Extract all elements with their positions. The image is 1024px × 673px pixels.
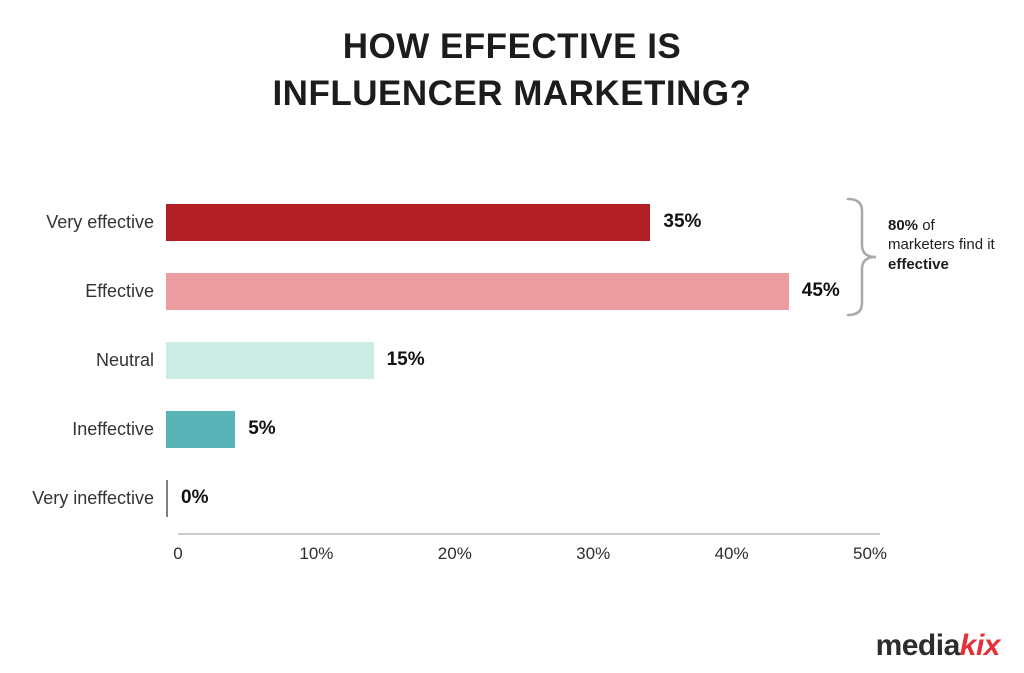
value-label: 0% <box>181 487 209 509</box>
bar-row: Effective 45% <box>0 257 1024 326</box>
logo-kix-text: kix <box>959 629 1001 662</box>
bar-track: 5% <box>166 410 858 448</box>
brace-bracket-icon <box>846 197 877 317</box>
category-label-very-effective: Very effective <box>46 211 154 232</box>
page-title: HOW EFFECTIVE IS INFLUENCER MARKETING? <box>0 24 1024 118</box>
annotation-bold-effective: effective <box>888 255 949 273</box>
bar-track: 0% <box>166 479 858 517</box>
category-label-very-ineffective: Very ineffective <box>32 487 154 508</box>
x-tick-30: 30% <box>576 543 611 563</box>
value-label: 35% <box>663 211 702 233</box>
mediakix-logo: mediakix <box>875 629 1001 663</box>
category-label-effective: Effective <box>85 280 154 301</box>
x-axis-ticks: 0 10% 20% 30% 40% 50% <box>173 535 887 567</box>
annotation-bold-80: 80% <box>888 216 919 234</box>
x-tick-0: 0 <box>173 543 183 563</box>
annotation-text: 80% of marketers find it effective <box>888 216 996 275</box>
bar-effective <box>166 272 789 310</box>
x-tick-20: 20% <box>437 543 472 563</box>
bar-row: Very effective 35% <box>0 188 1024 257</box>
x-axis-line <box>178 532 880 535</box>
bar-very-ineffective <box>166 479 168 517</box>
annotation-middle: of marketers find it <box>888 216 995 254</box>
bar-ineffective <box>166 410 236 448</box>
title-line-1: HOW EFFECTIVE IS <box>342 27 682 66</box>
bar-chart: Very effective 35% Effective 45% Neutral… <box>0 188 1024 608</box>
bar-row: Neutral 15% <box>0 326 1024 395</box>
x-axis: 0 10% 20% 30% 40% 50% <box>173 532 888 567</box>
bar-very-effective <box>166 203 651 241</box>
title-line-2: INFLUENCER MARKETING? <box>272 73 752 113</box>
logo-media-text: media <box>875 629 961 662</box>
category-label-neutral: Neutral <box>95 349 154 370</box>
x-tick-40: 40% <box>714 543 749 563</box>
bar-track: 35% <box>166 203 858 241</box>
category-label-ineffective: Ineffective <box>72 418 154 439</box>
value-label: 5% <box>248 418 276 440</box>
bar-row: Very ineffective 0% <box>0 464 1024 533</box>
x-tick-10: 10% <box>299 543 334 563</box>
value-label: 45% <box>801 280 840 302</box>
value-label: 15% <box>386 349 425 371</box>
bar-track: 15% <box>166 341 858 379</box>
x-tick-50: 50% <box>852 543 888 563</box>
bar-neutral <box>166 341 374 379</box>
bar-track: 45% <box>166 272 858 310</box>
bar-row: Ineffective 5% <box>0 395 1024 464</box>
bar-rows: Very effective 35% Effective 45% Neutral… <box>0 188 1024 533</box>
